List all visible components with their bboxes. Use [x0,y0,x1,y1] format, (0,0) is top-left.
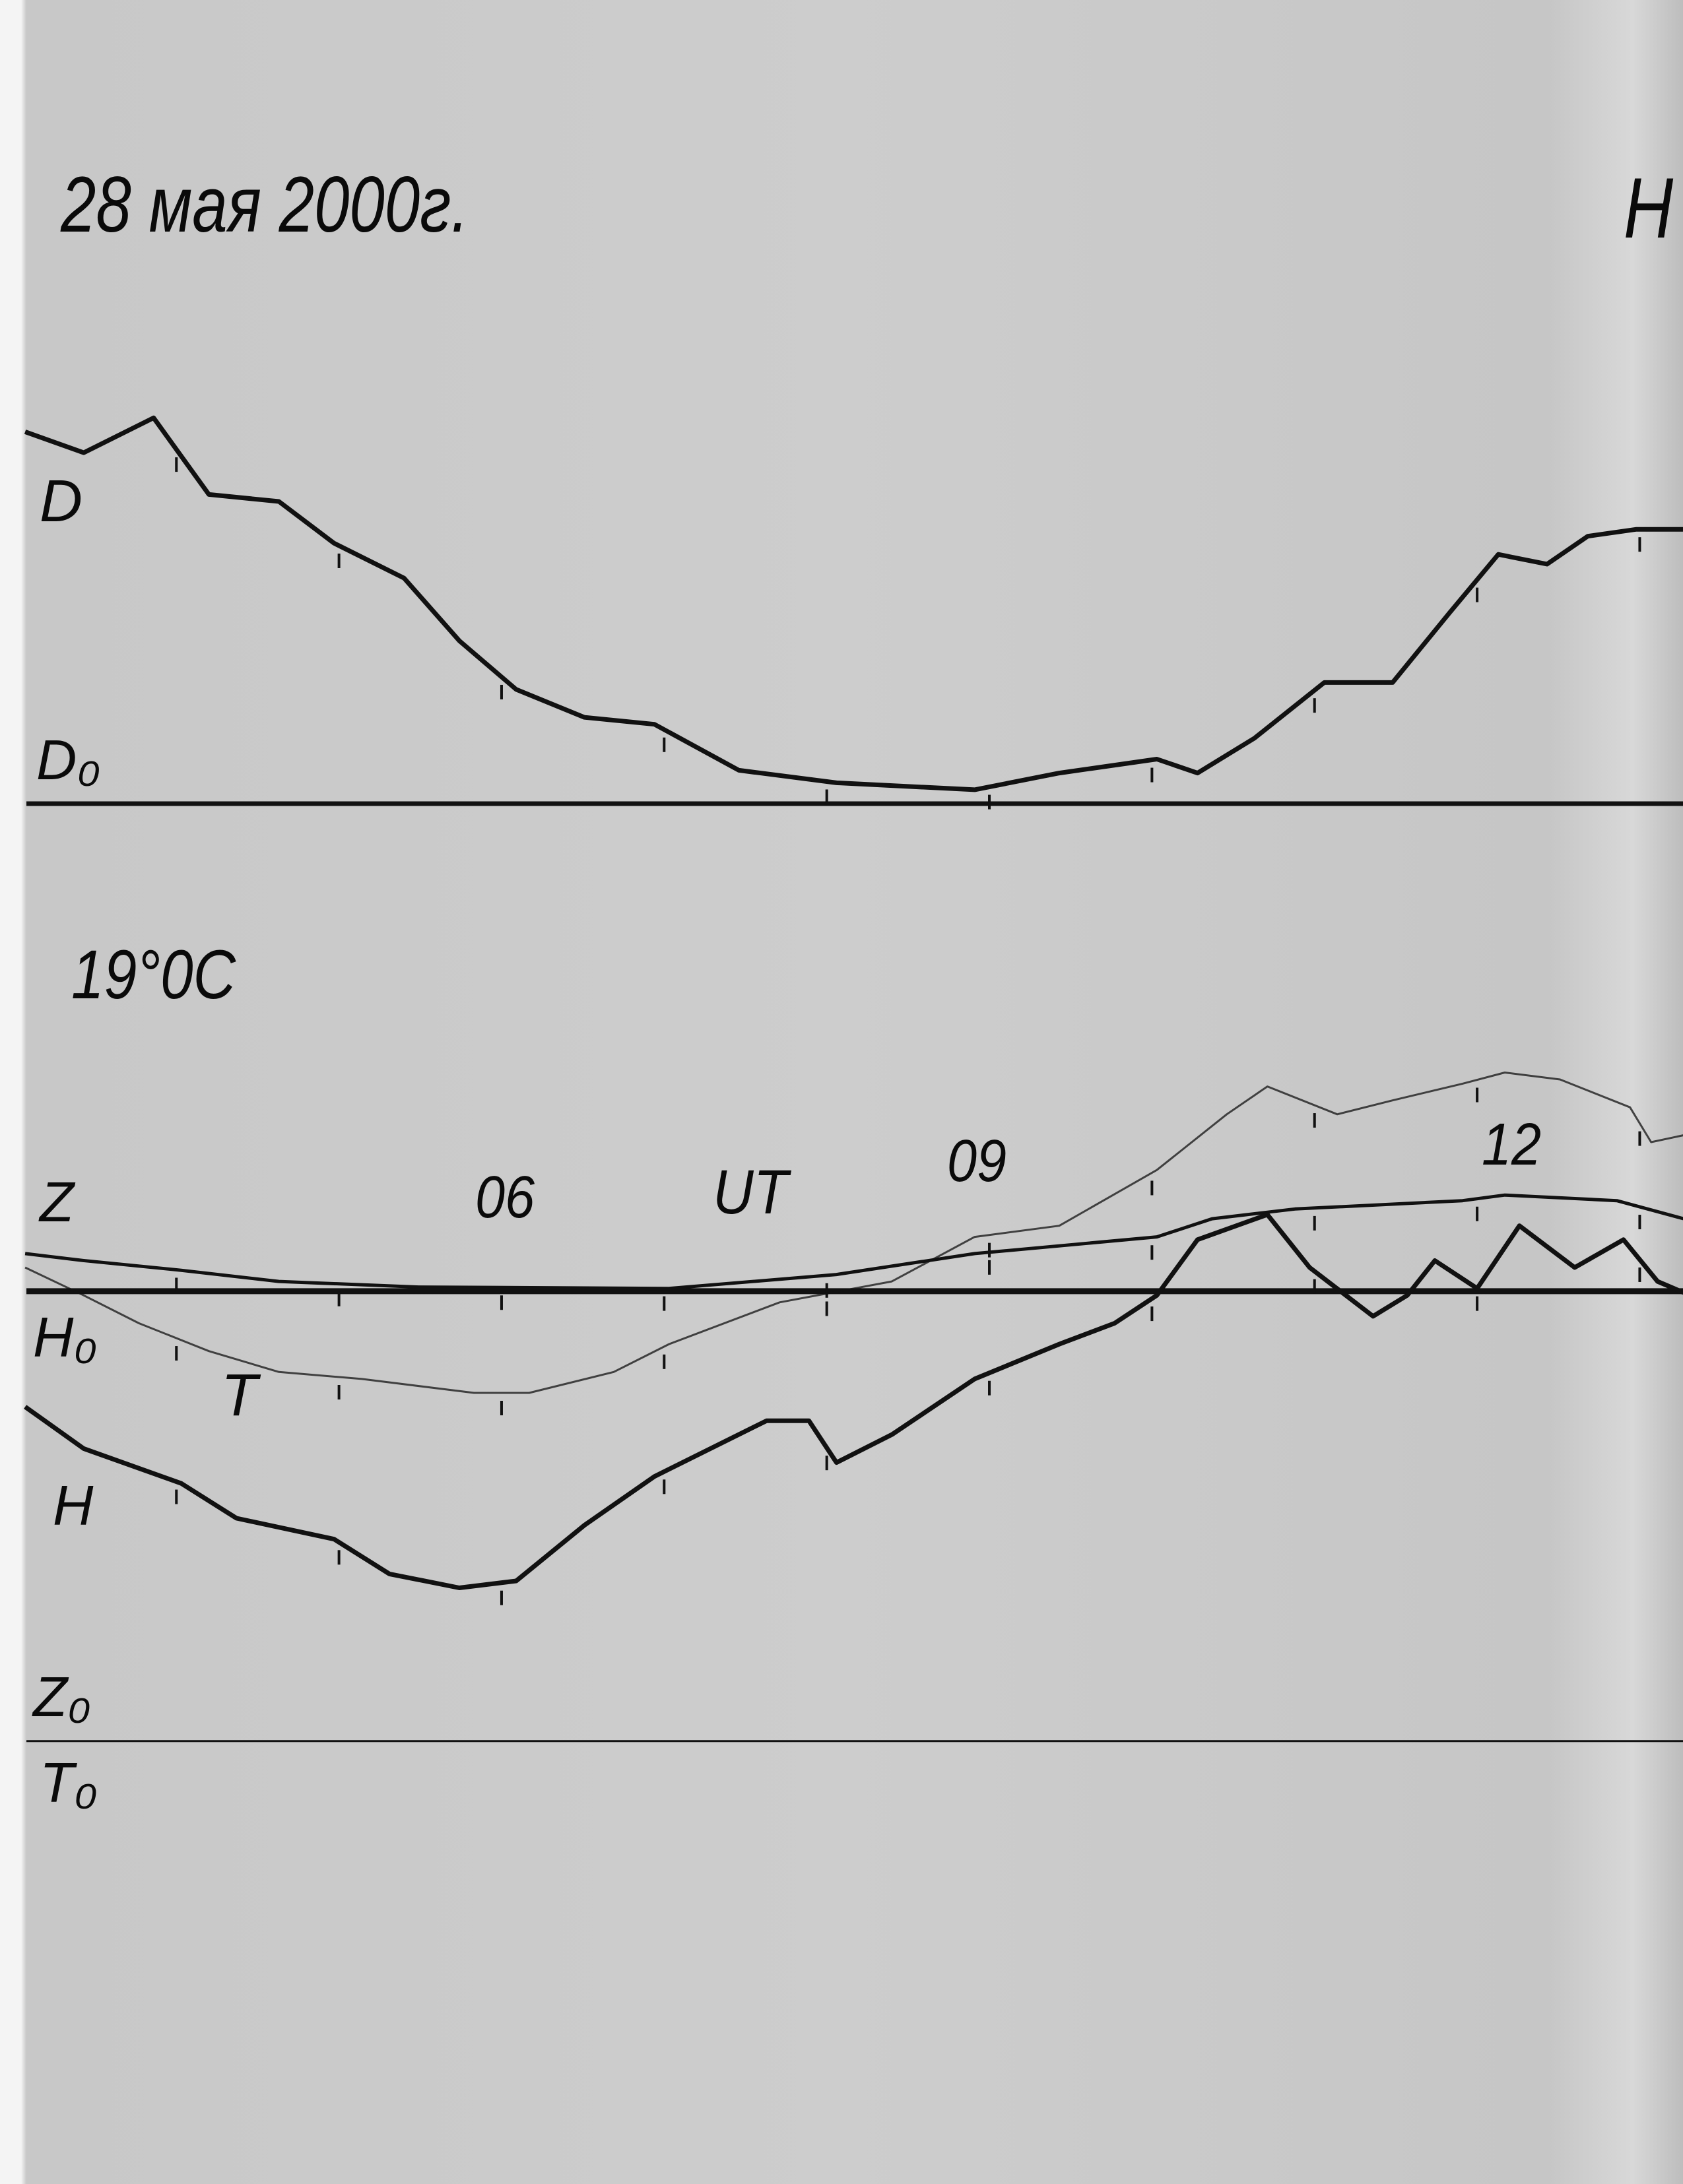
label-T: T [221,1363,257,1429]
trace-H [24,1212,1683,1590]
x-tick-label-09: 09 [947,1128,1007,1194]
x-axis-label-ut: UT [713,1157,788,1227]
trace-T [24,1072,1683,1394]
temperature-note: 19°0C [71,936,236,1013]
label-Z: Z [40,1171,74,1234]
label-Z0: Z₀ [33,1666,91,1729]
trace-D [24,415,1683,792]
label-H0: H₀ [33,1306,98,1369]
x-tick-label-12: 12 [1482,1112,1542,1178]
label-T0: T₀ [40,1752,98,1815]
title-right-fragment: H [1624,160,1674,256]
chart-title: 28 мая 2000г. [61,160,469,249]
trace-Z [24,1193,1683,1291]
label-H: H [53,1475,94,1537]
x-tick-label-06: 06 [475,1165,535,1231]
label-D0: D₀ [36,729,101,792]
label-D: D [40,468,82,534]
